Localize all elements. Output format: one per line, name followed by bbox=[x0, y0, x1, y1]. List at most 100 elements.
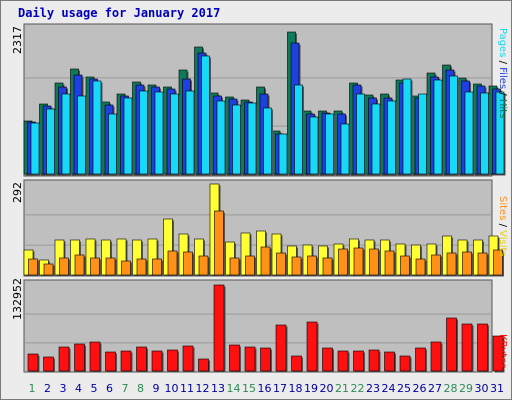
day-label: 13 bbox=[211, 382, 225, 395]
day-label: 31 bbox=[490, 382, 504, 395]
pages-bar bbox=[480, 92, 489, 175]
pages-bar bbox=[154, 91, 164, 175]
pages-bar bbox=[371, 103, 381, 175]
sites-bar bbox=[59, 257, 69, 276]
kbytes-bar bbox=[105, 351, 116, 372]
sites-bar bbox=[353, 247, 364, 276]
kbytes-bar bbox=[275, 324, 287, 372]
kbytes-bar bbox=[430, 341, 442, 372]
sites-bar bbox=[90, 257, 100, 276]
day-label: 20 bbox=[319, 382, 334, 395]
kbytes-bar bbox=[167, 349, 178, 372]
kbytes-bar bbox=[477, 323, 488, 372]
day-label: 29 bbox=[459, 382, 473, 395]
day-label: 17 bbox=[273, 382, 287, 395]
pages-bar bbox=[170, 93, 179, 175]
day-label: 12 bbox=[195, 382, 210, 395]
kbytes-bar bbox=[368, 349, 380, 372]
pages-bar bbox=[61, 93, 71, 175]
visits-ymax-label: 292 bbox=[11, 182, 24, 203]
sites-bar bbox=[446, 252, 457, 276]
pages-bar bbox=[309, 116, 319, 175]
kbytes-bar bbox=[120, 350, 132, 372]
kbytes-bar bbox=[136, 346, 147, 372]
day-label: 7 bbox=[121, 382, 129, 395]
kbytes-bar bbox=[399, 355, 411, 372]
kbytes-panel bbox=[23, 279, 493, 373]
legend-sites: Sites bbox=[497, 196, 508, 221]
pages-bar bbox=[185, 90, 195, 175]
pages-bar bbox=[278, 133, 288, 175]
sites-bar bbox=[167, 250, 178, 276]
kbytes-bar bbox=[291, 355, 302, 372]
kbytes-legend: KBytes bbox=[497, 334, 508, 369]
day-label: 8 bbox=[137, 382, 144, 395]
day-label: 18 bbox=[288, 382, 303, 395]
day-label: 30 bbox=[474, 382, 489, 395]
day-label: 6 bbox=[106, 382, 113, 395]
pages-bar bbox=[77, 95, 86, 175]
day-label: 19 bbox=[304, 382, 318, 395]
kbytes-bar bbox=[384, 351, 395, 372]
kbytes-ymax-label: 132952 bbox=[11, 278, 24, 320]
day-label: 5 bbox=[90, 382, 98, 395]
kbytes-bar bbox=[182, 345, 194, 372]
sites-bar bbox=[400, 255, 410, 276]
day-label: 22 bbox=[350, 382, 365, 395]
day-label: 25 bbox=[397, 382, 411, 395]
kbytes-bar bbox=[244, 346, 256, 372]
chart-title: Daily usage for January 2017 bbox=[18, 6, 221, 20]
day-label: 15 bbox=[242, 382, 256, 395]
legend-kbytes: KBytes bbox=[497, 334, 508, 369]
kbytes-bar bbox=[74, 343, 85, 372]
pages-bar bbox=[495, 91, 505, 175]
day-label: 16 bbox=[257, 382, 272, 395]
sites-bar bbox=[307, 255, 317, 276]
legend-pages: Pages bbox=[497, 28, 508, 58]
sites-bar bbox=[493, 249, 503, 276]
kbytes-bar bbox=[337, 350, 349, 372]
pages-bar bbox=[356, 93, 365, 175]
sites-bar bbox=[28, 258, 38, 276]
day-label: 3 bbox=[59, 382, 67, 395]
pages-bar bbox=[387, 100, 396, 175]
legend-hits: Hits bbox=[497, 98, 508, 119]
day-label: 23 bbox=[366, 382, 380, 395]
pages-bar bbox=[247, 102, 257, 175]
pages-bar bbox=[30, 122, 40, 175]
day-label: 11 bbox=[180, 382, 194, 395]
day-label: 10 bbox=[164, 382, 179, 395]
kbytes-bar bbox=[415, 347, 426, 372]
sites-bar bbox=[322, 257, 333, 276]
sites-bar bbox=[338, 248, 348, 276]
kbytes-bar bbox=[198, 358, 209, 372]
sites-bar bbox=[74, 254, 85, 276]
sites-bar bbox=[136, 258, 147, 276]
pages-bar bbox=[46, 108, 55, 175]
kbytes-bar bbox=[353, 350, 364, 372]
pages-bar bbox=[464, 91, 474, 175]
pages-bar bbox=[92, 80, 102, 175]
day-label: 9 bbox=[152, 382, 160, 395]
day-label: 27 bbox=[428, 382, 442, 395]
day-label: 24 bbox=[381, 382, 396, 395]
kbytes-bar bbox=[89, 341, 101, 372]
sites-bar bbox=[462, 251, 472, 276]
sites-bar bbox=[245, 255, 255, 276]
sites-bar bbox=[152, 258, 162, 276]
kbytes-bar bbox=[27, 353, 39, 372]
pages-bar bbox=[325, 113, 334, 175]
day-label: 26 bbox=[412, 382, 427, 395]
day-label: 21 bbox=[335, 382, 349, 395]
pages-bar bbox=[263, 107, 272, 175]
kbytes-bar bbox=[322, 347, 333, 372]
kbytes-bar bbox=[306, 321, 318, 372]
pages-bar bbox=[232, 104, 241, 175]
sites-bar bbox=[214, 210, 224, 276]
day-label: 28 bbox=[443, 382, 458, 395]
pages-bar bbox=[123, 97, 133, 175]
sites-bar bbox=[105, 257, 116, 276]
day-label: 14 bbox=[226, 382, 241, 395]
hits-ymax-label: 2317 bbox=[11, 26, 24, 54]
pages-bar bbox=[418, 93, 427, 175]
